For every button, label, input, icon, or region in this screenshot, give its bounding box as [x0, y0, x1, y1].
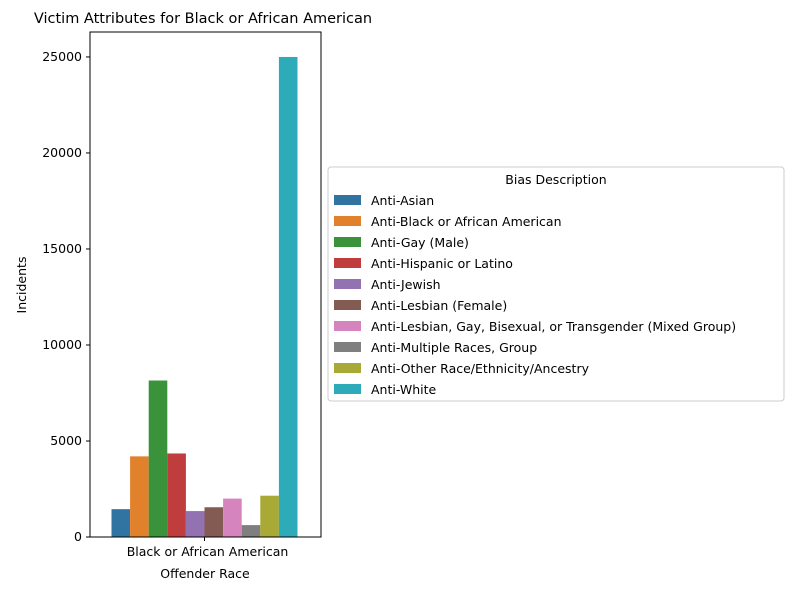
legend-swatch [334, 300, 361, 310]
legend-entry: Anti-Black or African American [371, 214, 562, 229]
legend-swatch [334, 195, 361, 205]
x-tick-label: Black or African American [127, 544, 289, 559]
legend: Bias Description Anti-Asian Anti-Black or … [327, 166, 785, 402]
y-tick-label: 25000 [42, 49, 82, 64]
y-tick-label: 20000 [42, 145, 82, 160]
legend-entry: Anti-White [371, 382, 437, 397]
legend-swatch [334, 384, 361, 394]
bar-anti-lesbian-female [204, 507, 224, 537]
legend-swatch [334, 342, 361, 352]
plot-frame [89, 31, 322, 538]
y-tick-label: 10000 [42, 337, 82, 352]
y-tick-label: 15000 [42, 241, 82, 256]
legend-entry: Anti-Gay (Male) [371, 235, 469, 250]
y-tick-label: 0 [74, 529, 82, 544]
bar-anti-black-or-african-american [130, 456, 149, 537]
legend-box [327, 166, 785, 402]
legend-swatch [334, 321, 361, 331]
legend-entry: Anti-Asian [371, 193, 434, 208]
bar-anti-lesbian-gay-bisexual-or-transgender-mixed-group [223, 498, 242, 537]
legend-entry: Anti-Jewish [371, 277, 441, 292]
bar-anti-other-race-ethnicity-ancestry [260, 495, 279, 537]
bar-anti-multiple-races-group [241, 525, 261, 537]
legend-entry: Anti-Multiple Races, Group [371, 340, 537, 355]
bar-anti-asian [111, 509, 131, 537]
legend-entry: Anti-Other Race/Ethnicity/Ancestry [371, 361, 590, 376]
legend-swatch [334, 237, 361, 247]
legend-entry: Anti-Lesbian (Female) [371, 298, 507, 313]
legend-swatch [334, 363, 361, 373]
legend-title: Bias Description [505, 172, 606, 187]
y-axis-label: Incidents [14, 257, 29, 314]
bar-anti-gay-male [148, 380, 168, 537]
legend-swatch [334, 258, 361, 268]
x-axis-label: Offender Race [160, 566, 250, 581]
y-tick-label: 5000 [50, 433, 82, 448]
legend-swatch [334, 279, 361, 289]
chart-title: Victim Attributes for Black or African A… [34, 11, 372, 27]
bar-anti-white [278, 56, 298, 538]
legend-swatch [334, 216, 361, 226]
legend-entry: Anti-Lesbian, Gay, Bisexual, or Transgen… [371, 319, 736, 334]
legend-entry: Anti-Hispanic or Latino [371, 256, 513, 271]
bar-anti-jewish [185, 511, 205, 537]
bar-anti-hispanic-or-latino [167, 453, 186, 537]
